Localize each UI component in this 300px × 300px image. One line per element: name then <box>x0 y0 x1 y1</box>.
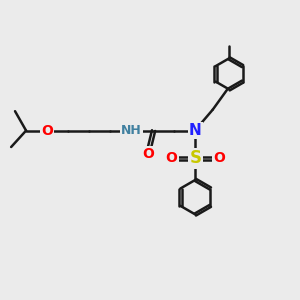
Text: O: O <box>41 124 53 138</box>
Text: O: O <box>142 148 154 161</box>
Text: O: O <box>213 152 225 165</box>
Text: N: N <box>189 123 202 138</box>
Text: NH: NH <box>121 124 142 137</box>
Text: O: O <box>166 152 177 165</box>
Text: S: S <box>189 149 201 167</box>
